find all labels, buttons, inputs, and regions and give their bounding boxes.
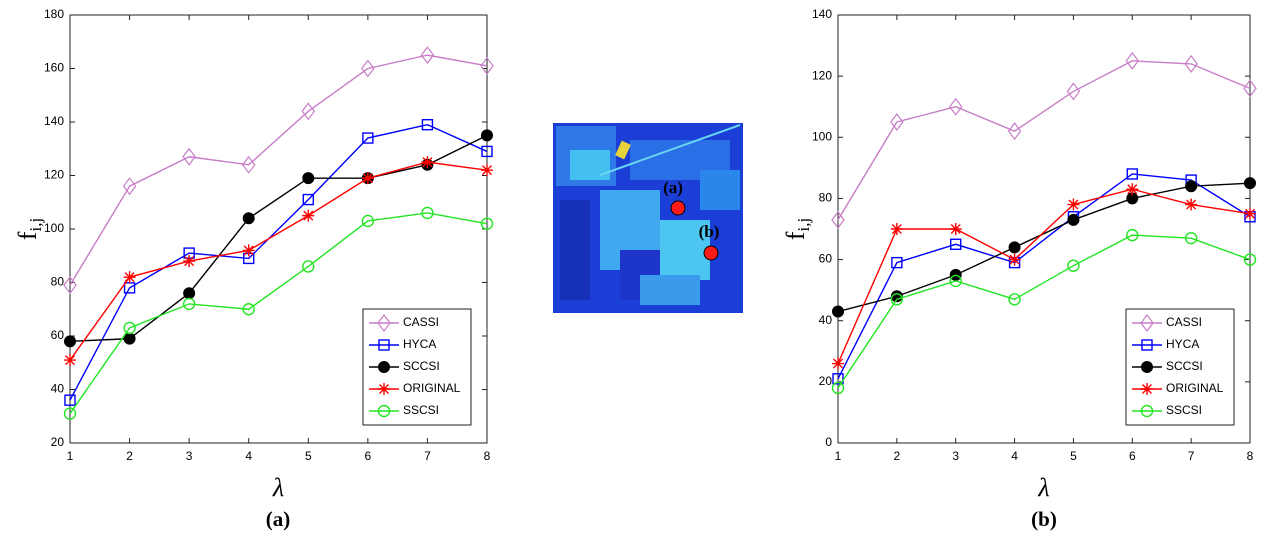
marker [303, 173, 314, 184]
y-tick-label: 140 [812, 7, 832, 21]
y-tick-label: 40 [819, 313, 833, 327]
y-tick-label: 60 [819, 252, 833, 266]
legend-label: ORIGINAL [403, 381, 461, 395]
marker [891, 223, 903, 235]
marker [378, 383, 390, 395]
marker [1186, 181, 1197, 192]
marker [481, 164, 493, 176]
x-tick-label: 2 [894, 449, 901, 463]
x-axis-label: λ [1037, 473, 1049, 502]
legend-label: ORIGINAL [1166, 381, 1224, 395]
y-axis-label-main: f [13, 231, 42, 240]
x-tick-label: 6 [1129, 449, 1136, 463]
marker [183, 255, 195, 267]
marker [1185, 199, 1197, 211]
y-tick-label: 80 [819, 191, 833, 205]
marker [1068, 214, 1079, 225]
x-axis-label: λ [272, 473, 284, 502]
marker [950, 223, 962, 235]
figure: (a) (b) 2040608010012014016018012345678λ… [0, 0, 1264, 538]
marker [243, 244, 255, 256]
y-tick-label: 100 [812, 129, 832, 143]
x-tick-label: 5 [1070, 449, 1077, 463]
image-label: (a) [663, 178, 683, 197]
marker [833, 306, 844, 317]
x-tick-label: 2 [126, 449, 133, 463]
series-line [70, 55, 487, 285]
y-tick-label: 20 [819, 374, 833, 388]
legend-label: HYCA [403, 337, 436, 351]
marker [1245, 178, 1256, 189]
x-tick-label: 5 [305, 449, 312, 463]
x-tick-label: 1 [67, 449, 74, 463]
x-tick-label: 7 [1188, 449, 1195, 463]
marker [64, 354, 76, 366]
marker [1244, 208, 1256, 220]
marker [1067, 199, 1079, 211]
legend-label: HYCA [1166, 337, 1199, 351]
x-tick-label: 6 [365, 449, 372, 463]
x-tick-label: 8 [484, 449, 491, 463]
marker [421, 156, 433, 168]
legend-label: SSCSI [403, 403, 439, 417]
y-tick-label: 60 [51, 328, 65, 342]
marker [124, 333, 135, 344]
y-tick-label: 20 [51, 435, 65, 449]
y-tick-label: 120 [812, 68, 832, 82]
x-tick-label: 7 [424, 449, 431, 463]
legend-label: SSCSI [1166, 403, 1202, 417]
legend-label: CASSI [1166, 315, 1202, 329]
y-tick-label: 160 [44, 61, 64, 75]
caption: (b) [1031, 507, 1057, 531]
y-axis-label-sub: i,j [26, 218, 45, 232]
marker [1142, 362, 1153, 373]
marker [379, 362, 390, 373]
marker [362, 172, 374, 184]
caption: (a) [266, 507, 291, 531]
legend-label: SCCSI [403, 359, 440, 373]
marker [1141, 383, 1153, 395]
x-tick-label: 1 [835, 449, 842, 463]
x-tick-label: 3 [186, 449, 193, 463]
y-axis-label-sub: i,j [794, 218, 813, 232]
marker [124, 271, 136, 283]
marker [184, 288, 195, 299]
x-tick-label: 8 [1247, 449, 1254, 463]
marker [243, 213, 254, 224]
marker [482, 130, 493, 141]
series-line [838, 61, 1250, 220]
x-tick-label: 3 [952, 449, 959, 463]
marker [1126, 183, 1138, 195]
y-axis-label: fi,j [781, 218, 813, 240]
y-axis-label-main: f [781, 231, 810, 240]
y-tick-label: 140 [44, 114, 64, 128]
legend-label: CASSI [403, 315, 439, 329]
y-tick-label: 0 [825, 435, 832, 449]
y-tick-label: 40 [51, 382, 65, 396]
marker [302, 210, 314, 222]
marker [1009, 254, 1021, 266]
y-tick-label: 120 [44, 168, 64, 182]
y-tick-label: 80 [51, 275, 65, 289]
image-label: (b) [699, 222, 720, 241]
hyperspectral-image: (a) (b) [553, 123, 743, 313]
x-tick-label: 4 [245, 449, 252, 463]
marker [832, 358, 844, 370]
marker [1009, 242, 1020, 253]
x-tick-label: 4 [1011, 449, 1018, 463]
marker [65, 336, 76, 347]
y-tick-label: 180 [44, 7, 64, 21]
y-tick-label: 100 [44, 221, 64, 235]
legend-label: SCCSI [1166, 359, 1203, 373]
y-axis-label: fi,j [13, 218, 45, 240]
